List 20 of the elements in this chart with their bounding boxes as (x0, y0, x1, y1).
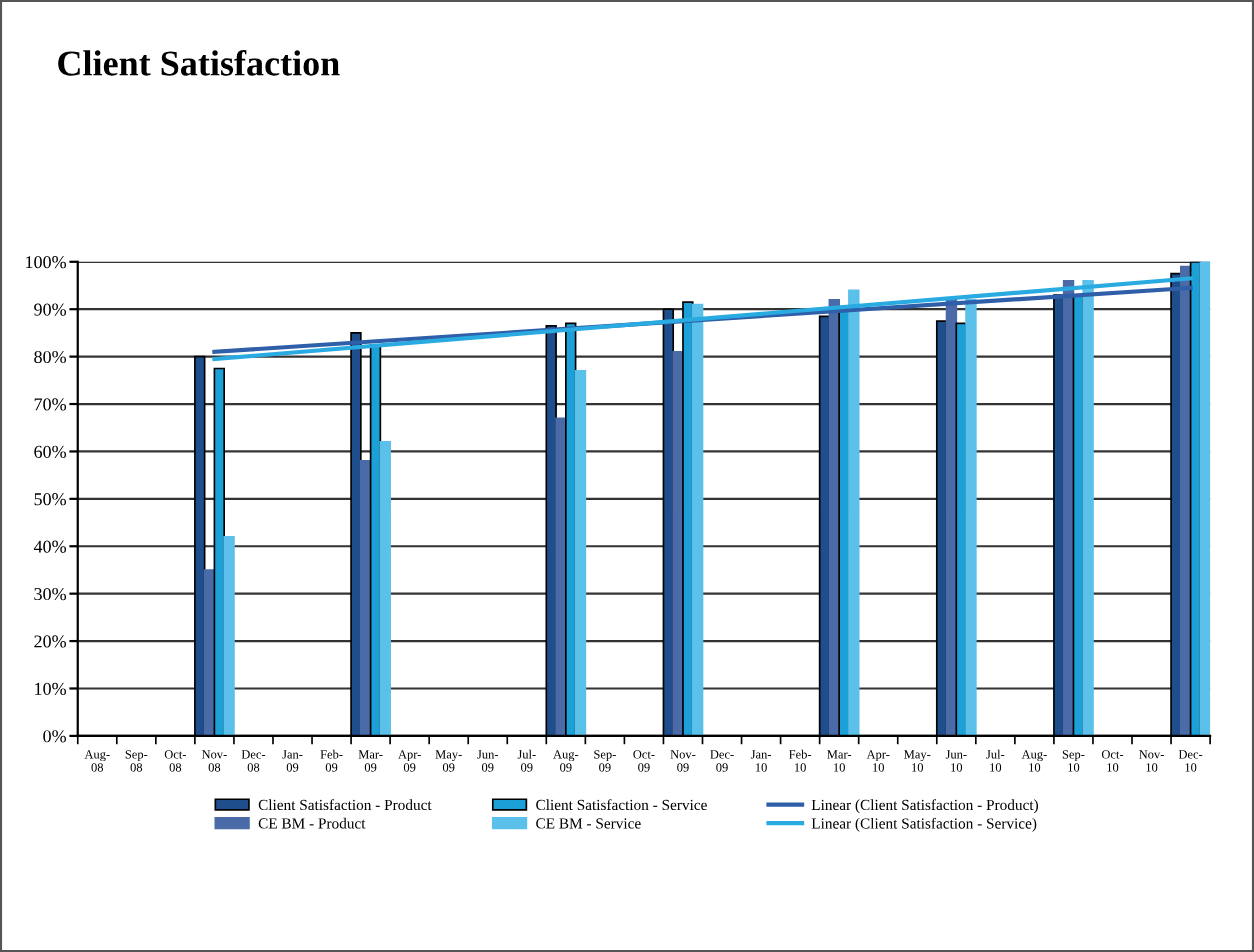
bar (1199, 261, 1211, 736)
bar (1082, 279, 1094, 736)
bar (691, 303, 704, 736)
y-tick-label: 100% (26, 256, 67, 269)
y-tick-label: 80% (34, 350, 67, 364)
bar (223, 535, 235, 736)
bar (379, 441, 391, 736)
y-tick-label: 50% (34, 493, 67, 506)
bar (574, 370, 587, 736)
chart-title: Client Satisfaction (58, 49, 340, 76)
y-tick-label: 70% (34, 398, 67, 411)
y-tick-label: 40% (33, 540, 67, 553)
y-tick-label: 30% (34, 587, 67, 601)
bar (848, 289, 860, 736)
y-tick-label: 90% (34, 303, 67, 316)
bar (965, 298, 977, 736)
y-tick-label: 10% (35, 682, 67, 695)
y-tick-label: 60% (34, 445, 67, 458)
y-tick-label: 0% (43, 730, 67, 743)
y-tick-label: 20% (34, 635, 67, 648)
